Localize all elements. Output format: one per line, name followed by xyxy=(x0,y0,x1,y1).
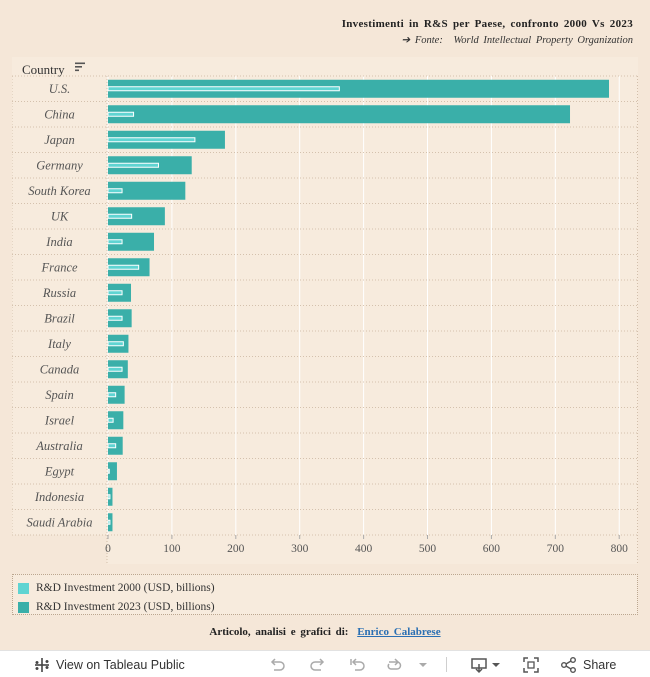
axis-background xyxy=(107,535,638,564)
category-label: Saudi Arabia xyxy=(26,515,92,529)
bar-2000 xyxy=(107,494,111,500)
bar-2023 xyxy=(108,207,165,226)
bar-2023 xyxy=(108,411,124,430)
axis-tick-label: 0 xyxy=(105,543,111,555)
axis-tick-label: 400 xyxy=(355,543,373,555)
category-label: Russia xyxy=(42,286,76,300)
bar-2000 xyxy=(107,341,124,347)
share-icon xyxy=(561,656,576,673)
category-label: India xyxy=(45,235,72,249)
legend-label-2023: R&D Investment 2023 (USD, billions) xyxy=(36,601,215,613)
bar-2000 xyxy=(107,86,340,92)
footer-text: Articolo, analisi e grafici di: xyxy=(209,626,349,638)
pause-dropdown[interactable] xyxy=(414,651,432,677)
bar-2023 xyxy=(108,462,117,481)
category-label: Canada xyxy=(40,362,80,376)
bar-2000 xyxy=(107,366,123,372)
download-button[interactable] xyxy=(470,651,501,677)
category-label: U.S. xyxy=(49,82,71,96)
category-label: Brazil xyxy=(44,311,75,325)
legend-swatch-2000 xyxy=(18,582,29,594)
category-label: China xyxy=(44,107,75,121)
tableau-logo-icon xyxy=(35,657,49,672)
bar-2000 xyxy=(107,315,123,321)
legend-item-2000[interactable]: R&D Investment 2000 (USD, billions) xyxy=(18,582,215,594)
bar-2023 xyxy=(108,385,125,404)
share-button[interactable]: Share xyxy=(560,651,616,677)
redo-button[interactable] xyxy=(309,651,327,677)
chart-title: Investimenti in R&S per Paese, confronto… xyxy=(341,18,633,30)
bar-chart: U.S. China Japan Germany South Korea UK India F… xyxy=(11,57,638,564)
bar-2023 xyxy=(108,79,609,98)
category-label: South Korea xyxy=(28,184,90,198)
bar-2023 xyxy=(108,105,571,124)
category-label: Germany xyxy=(36,158,83,172)
bar-2000 xyxy=(107,443,117,449)
bar-2000 xyxy=(107,417,114,423)
axis-tick-label: 800 xyxy=(611,543,629,555)
bar-2000 xyxy=(107,468,110,474)
source-value: World Intellectual Property Organization xyxy=(453,35,633,46)
fullscreen-icon xyxy=(523,656,539,673)
chart-header: Investimenti in R&S per Paese, confronto… xyxy=(342,18,633,46)
bar-2000 xyxy=(107,264,140,270)
footer: Articolo, analisi e grafici di: Enrico C… xyxy=(0,626,650,638)
author-link[interactable]: Enrico Calabrese xyxy=(357,626,441,638)
undo-icon xyxy=(270,657,285,671)
category-label: Egypt xyxy=(44,464,75,478)
bar-2023 xyxy=(108,232,155,251)
category-label: Israel xyxy=(44,413,75,427)
row-header-country[interactable]: Country xyxy=(22,62,65,77)
undo-button[interactable] xyxy=(268,651,286,677)
bar-2000 xyxy=(107,137,196,143)
category-label: Italy xyxy=(47,337,71,351)
category-label: Indonesia xyxy=(34,490,84,504)
axis-tick-label: 200 xyxy=(227,543,245,555)
tableau-toolbar: View on Tableau Public Share xyxy=(0,650,650,677)
axis-tick-label: 500 xyxy=(419,543,437,555)
bar-2000 xyxy=(107,162,159,168)
legend-item-2023[interactable]: R&D Investment 2023 (USD, billions) xyxy=(18,601,215,613)
bar-2000 xyxy=(107,290,123,296)
category-label: UK xyxy=(51,209,69,223)
source-arrow-icon: ➔ xyxy=(401,35,411,46)
refresh-button[interactable] xyxy=(385,651,403,677)
bar-2000 xyxy=(107,111,135,117)
refresh-icon xyxy=(387,657,402,670)
bar-2000 xyxy=(107,239,123,245)
header-strip xyxy=(12,57,638,76)
bar-2000 xyxy=(107,392,117,398)
download-chevron-icon xyxy=(492,662,500,667)
axis-tick-label: 100 xyxy=(163,543,181,555)
toolbar-divider xyxy=(446,657,447,672)
bar-2000 xyxy=(107,519,111,525)
revert-button[interactable] xyxy=(348,651,366,677)
axis-tick-label: 300 xyxy=(291,543,309,555)
legend-label-2000: R&D Investment 2000 (USD, billions) xyxy=(36,582,215,594)
legend-swatch-2023 xyxy=(18,601,29,613)
sort-icon[interactable] xyxy=(74,61,86,73)
chart-svg: U.S. China Japan Germany South Korea UK India F… xyxy=(11,57,638,564)
bar-2023 xyxy=(108,181,186,200)
revert-icon xyxy=(350,657,365,671)
axis-tick-label: 700 xyxy=(547,543,565,555)
chart-source: ➔ Fonte: World Intellectual Property Org… xyxy=(342,34,633,46)
view-on-tableau-button[interactable]: View on Tableau Public xyxy=(33,651,185,677)
category-label: France xyxy=(40,260,78,274)
redo-icon xyxy=(310,657,325,671)
share-label: Share xyxy=(583,657,617,672)
fullscreen-button[interactable] xyxy=(522,651,540,677)
bar-2000 xyxy=(107,188,123,194)
category-label: Japan xyxy=(44,133,75,147)
bar-2000 xyxy=(107,213,133,219)
legend: R&D Investment 2000 (USD, billions) R&D … xyxy=(12,574,638,615)
download-icon xyxy=(471,657,487,673)
category-label: Australia xyxy=(35,439,83,453)
view-on-tableau-label: View on Tableau Public xyxy=(56,657,185,672)
chevron-down-icon xyxy=(419,662,427,667)
source-label: Fonte: xyxy=(414,35,443,46)
category-label: Spain xyxy=(45,388,73,402)
axis-tick-label: 600 xyxy=(483,543,501,555)
